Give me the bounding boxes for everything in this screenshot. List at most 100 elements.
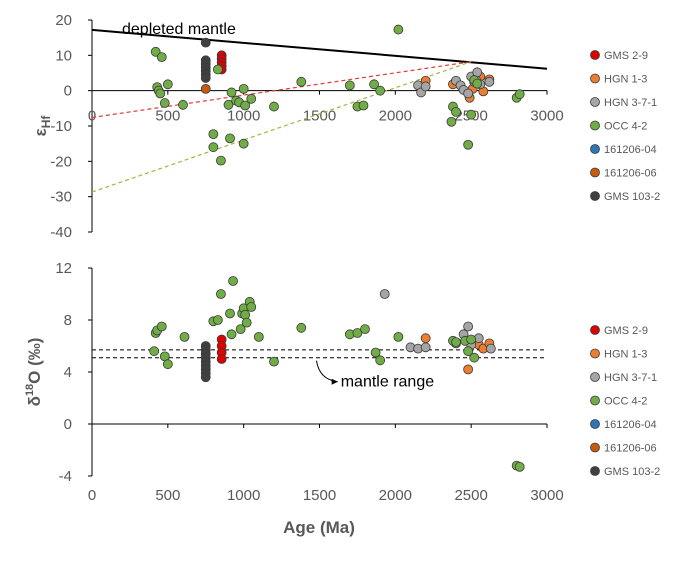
data-point (200, 84, 211, 94)
legend-label: 161206-04 (604, 419, 657, 431)
data-point (155, 88, 166, 99)
legend-marker (590, 466, 600, 476)
data-point (466, 334, 477, 345)
x-tick-label: 0 (88, 108, 96, 125)
data-point (451, 106, 461, 117)
data-point (466, 109, 477, 120)
evolution-trend-line (91, 61, 472, 193)
ehf-panel: 20100-10-20-30-4005001000150020002500300… (50, 12, 563, 241)
data-point (149, 346, 160, 357)
legend-marker (590, 442, 600, 453)
ehf-axis-title: εHf (31, 115, 53, 137)
legend-marker (590, 191, 600, 201)
mantle-range-arrowhead (331, 378, 338, 385)
x-tick-label: 1500 (303, 487, 336, 504)
data-point (451, 337, 461, 348)
data-point (296, 322, 307, 333)
data-point (178, 99, 188, 110)
data-point (360, 324, 370, 335)
data-point (156, 52, 167, 62)
data-point (358, 100, 369, 111)
data-point (225, 133, 235, 144)
data-point (208, 129, 219, 140)
data-point (246, 302, 257, 312)
data-point (369, 79, 380, 90)
data-point (226, 87, 237, 98)
data-point (269, 356, 279, 367)
d18o-axis-title: δ18O (‰) (24, 338, 44, 407)
legend-marker (590, 372, 600, 382)
x-axis-title: Age (Ma) (283, 518, 355, 537)
legend-label: GMS 103-2 (604, 191, 660, 203)
data-point (514, 461, 525, 472)
data-point (514, 89, 525, 100)
data-point (446, 116, 457, 127)
data-point (208, 142, 219, 153)
data-point (223, 99, 234, 110)
x-tick-label: 0 (88, 487, 96, 504)
y-tick-label: -4 (59, 468, 72, 485)
legend-marker (590, 50, 600, 60)
x-tick-label: 1500 (303, 108, 336, 125)
data-point (296, 76, 307, 87)
legend-marker (590, 120, 600, 131)
data-point (216, 354, 227, 364)
data-point (235, 324, 246, 335)
legend-label: 161206-06 (604, 443, 657, 455)
x-tick-label: 500 (155, 108, 180, 125)
data-point (463, 139, 474, 150)
legend-label: 161206-04 (604, 144, 657, 156)
legend-top: GMS 2-9 HGN 1-3 HGN 3-7-1 OCC 4-2 161206-04 1… (590, 50, 660, 203)
data-point (228, 276, 238, 286)
x-tick-label: 2500 (454, 487, 487, 504)
y-tick-label: 0 (64, 416, 72, 433)
x-tick-label: 3000 (530, 108, 563, 125)
axis-titles: Age (Ma) εHf δ18O (‰) (24, 115, 355, 537)
data-point (463, 321, 474, 332)
legend-marker (590, 167, 600, 178)
legend-label: HGN 1-3 (604, 349, 647, 361)
data-point (370, 347, 381, 358)
x-tick-label: 500 (155, 487, 180, 504)
data-point (269, 101, 279, 112)
data-point (179, 331, 190, 342)
legend-marker (590, 97, 600, 107)
legend-marker (590, 73, 600, 84)
y-tick-label: -20 (50, 153, 72, 170)
legend-label: GMS 2-9 (604, 325, 648, 337)
legend-label: HGN 1-3 (604, 74, 647, 86)
legend-label: HGN 3-7-1 (604, 97, 657, 109)
data-point (238, 138, 249, 149)
legend-label: OCC 4-2 (604, 396, 647, 408)
data-point (159, 98, 170, 108)
data-point (225, 308, 235, 319)
legend-label: HGN 3-7-1 (604, 372, 657, 384)
data-point (226, 329, 237, 340)
legend-label: GMS 103-2 (604, 466, 660, 478)
data-point (156, 321, 167, 332)
x-tick-label: 3000 (530, 487, 563, 504)
data-point (216, 289, 226, 299)
data-point (212, 64, 223, 75)
y-tick-label: -30 (50, 189, 72, 206)
data-point (469, 352, 480, 363)
data-point (238, 84, 249, 94)
data-point (240, 100, 251, 111)
y-tick-label: 0 (64, 83, 72, 100)
depleted-mantle-label: depleted mantle (122, 21, 236, 38)
legend-marker (590, 144, 600, 154)
mantle-range-label: mantle range (341, 374, 434, 391)
y-tick-label: -40 (50, 224, 72, 241)
y-tick-label: 12 (55, 260, 72, 277)
legend-marker (590, 325, 600, 335)
legend-marker (590, 419, 600, 429)
y-tick-label: 10 (55, 47, 72, 64)
legend-marker (590, 348, 600, 359)
y-tick-label: -10 (50, 118, 72, 135)
data-point (344, 80, 355, 91)
data-point (463, 88, 474, 99)
legend-label: OCC 4-2 (604, 121, 647, 133)
data-point (162, 79, 173, 90)
y-tick-label: 4 (64, 364, 72, 381)
